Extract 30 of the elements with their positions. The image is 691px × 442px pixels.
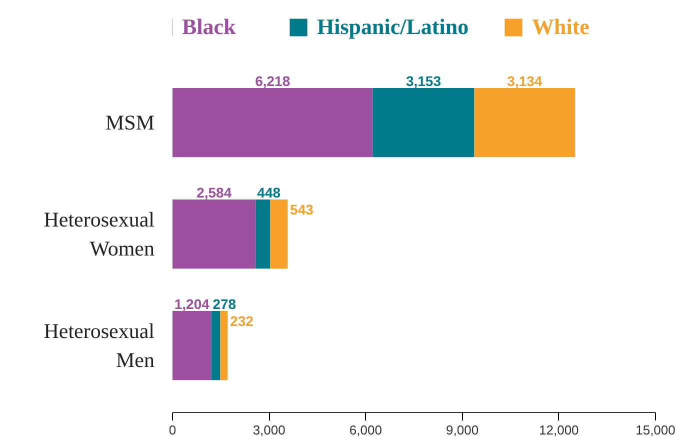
y-tick-label: MSM <box>105 110 155 135</box>
x-tick-label: 9,000 <box>446 422 479 438</box>
data-label: 1,204 <box>174 296 210 312</box>
y-tick-label: Heterosexual Women <box>44 208 155 260</box>
bar <box>172 311 212 380</box>
bar <box>172 88 373 158</box>
bar <box>172 200 256 269</box>
x-tick-label: 6,000 <box>349 422 382 438</box>
data-label: 6,218 <box>255 72 290 89</box>
bar <box>474 88 576 158</box>
y-tick-label: Heterosexual Men <box>44 319 155 372</box>
bar <box>256 200 270 269</box>
legend-label: Hispanic/Latino <box>317 14 469 40</box>
x-tick-label: 12,000 <box>539 422 579 438</box>
data-label: 543 <box>290 202 314 218</box>
legend-label: White <box>532 14 590 40</box>
bar <box>372 88 474 158</box>
data-label: 278 <box>212 296 236 312</box>
legend-label: Black <box>182 14 236 40</box>
bar <box>270 200 288 269</box>
x-tick-label: 3,000 <box>252 422 286 438</box>
bar <box>220 311 228 380</box>
x-tick-label: 15,000 <box>636 422 676 438</box>
data-label: 3,134 <box>507 72 542 89</box>
data-label: 3,153 <box>406 72 442 89</box>
data-label: 2,584 <box>196 184 232 200</box>
data-label: 448 <box>257 184 281 200</box>
x-tick-label: 0 <box>168 422 176 438</box>
bar <box>211 311 220 380</box>
data-label: 232 <box>230 313 254 330</box>
